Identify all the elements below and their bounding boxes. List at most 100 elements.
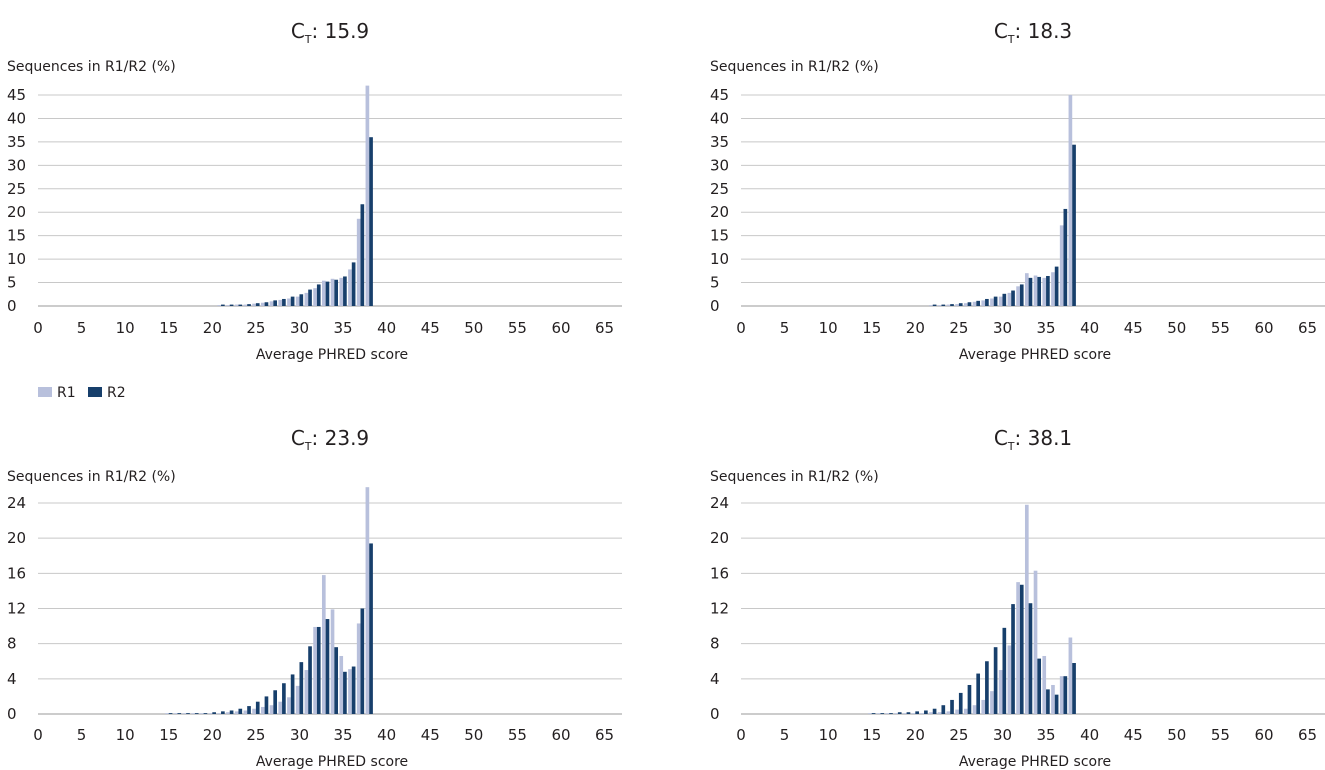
x-tick-label: 55 (1211, 319, 1230, 337)
bar-r1 (356, 623, 361, 714)
bar-r2 (958, 303, 963, 306)
chart-title-subscript: T (304, 33, 312, 46)
legend-label-r1: R1 (57, 385, 76, 401)
x-tick-label: 5 (77, 319, 87, 337)
bar-r2 (351, 262, 356, 306)
y-axis-label: Sequences in R1/R2 (%) (710, 469, 879, 485)
bar-r2 (247, 706, 251, 714)
bar-r1 (365, 85, 370, 306)
bar-r1 (1042, 655, 1047, 714)
bar-r2 (308, 646, 312, 714)
x-tick-label: 50 (1167, 319, 1186, 337)
bar-r1 (981, 300, 986, 306)
bar-r1 (1016, 582, 1020, 714)
bar-r1 (252, 708, 256, 714)
y-tick-label: 10 (710, 250, 729, 268)
y-tick-label: 20 (710, 529, 729, 547)
bar-r1 (348, 669, 352, 714)
bar-r2 (993, 647, 998, 714)
bar-r2 (290, 296, 295, 306)
bar-r1 (972, 301, 977, 306)
bar-r1 (234, 711, 239, 714)
chart-title-main: C (994, 426, 1008, 450)
bar-r2 (334, 279, 339, 306)
bar-r2 (941, 705, 946, 714)
bar-r2 (316, 284, 321, 306)
bar-r1 (217, 305, 222, 306)
y-tick-label: 20 (7, 203, 26, 221)
bar-r2 (264, 302, 269, 306)
bar-r1 (252, 303, 256, 306)
x-tick-label: 50 (464, 319, 483, 337)
bar-r1 (955, 709, 959, 714)
x-tick-label: 10 (819, 319, 838, 337)
y-tick-label: 0 (7, 297, 17, 315)
bar-r1 (278, 299, 283, 306)
y-axis-label: Sequences in R1/R2 (%) (7, 469, 176, 485)
y-tick-label: 5 (7, 274, 17, 292)
chart-title-main: C (291, 19, 305, 43)
bar-r2 (1072, 663, 1076, 714)
chart-panel-2: CT: 18.3 Sequences in R1/R2 (%) 0 5 10 15 20 25… (710, 19, 1325, 363)
bar-r1 (1016, 286, 1020, 306)
x-tick-label: 0 (33, 319, 43, 337)
y-tick-label: 45 (710, 86, 729, 104)
bar-r1 (269, 705, 274, 714)
bar-r2 (229, 710, 234, 714)
bar-r1 (226, 712, 230, 714)
x-tick-label: 45 (1124, 319, 1143, 337)
bar-r1 (226, 305, 230, 306)
bar-r1 (876, 713, 881, 714)
y-tick-label: 40 (710, 109, 729, 127)
bar-r1 (260, 302, 265, 306)
y-axis-label: Sequences in R1/R2 (%) (7, 59, 176, 75)
x-tick-label: 15 (862, 319, 881, 337)
bar-r1 (313, 288, 317, 306)
chart-title-subscript: T (1007, 440, 1015, 453)
y-tick-label: 15 (7, 227, 26, 245)
x-tick-label: 60 (1254, 726, 1273, 744)
bar-r1 (287, 697, 291, 714)
bar-r1 (1024, 504, 1029, 714)
bar-r1 (911, 713, 916, 714)
bar-r2 (299, 294, 304, 306)
y-tick-label: 25 (710, 180, 729, 198)
x-tick-label: 65 (1298, 319, 1317, 337)
bar-r1 (234, 304, 239, 306)
y-tick-label: 35 (7, 133, 26, 151)
x-tick-label: 15 (159, 319, 178, 337)
bar-r1 (330, 609, 335, 714)
bar-r2 (221, 304, 225, 306)
bar-r1 (217, 713, 222, 714)
chart-title-value: : 23.9 (312, 426, 370, 450)
bar-r2 (1063, 208, 1068, 306)
bar-r2 (194, 713, 199, 714)
bar-r1 (365, 487, 370, 714)
x-tick-label: 20 (906, 319, 925, 337)
bar-r2 (229, 304, 234, 306)
x-tick-label: 0 (736, 726, 746, 744)
bar-r2 (1019, 584, 1024, 714)
bar-r2 (282, 683, 286, 714)
x-tick-label: 30 (290, 726, 309, 744)
chart-panel-1: CT: 15.9 Sequences in R1/R2 (%) 0 5 10 15 20 25… (7, 19, 622, 363)
bar-r2 (1011, 604, 1015, 714)
x-tick-label: 50 (464, 726, 483, 744)
bar-r2 (186, 713, 190, 714)
x-tick-label: 65 (595, 726, 614, 744)
bar-r2 (950, 699, 954, 714)
bar-r2 (906, 712, 911, 714)
bar-r2 (360, 204, 365, 306)
bar-r1 (1059, 676, 1064, 714)
chart-title-main: C (291, 426, 305, 450)
y-tick-label: 8 (710, 635, 720, 653)
bar-r1 (929, 305, 933, 306)
bar-r2 (1028, 277, 1033, 306)
bar-r1 (972, 705, 977, 714)
y-tick-label: 5 (710, 274, 720, 292)
bar-r2 (1037, 658, 1042, 714)
y-tick-label: 30 (7, 156, 26, 174)
bar-r1 (295, 296, 300, 306)
x-tick-label: 35 (1037, 726, 1056, 744)
chart-title-value: : 18.3 (1015, 19, 1073, 43)
